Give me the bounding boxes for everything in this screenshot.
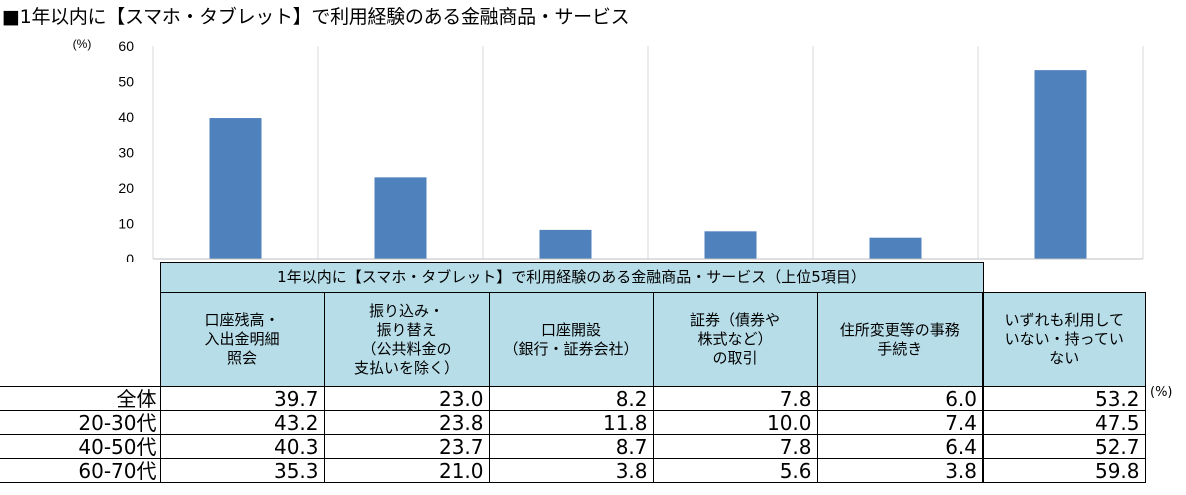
category-header-cell: 証券（債券や 株式など） の取引 [652, 292, 818, 387]
bar [869, 237, 922, 259]
value-cell: 5.6 [652, 458, 818, 483]
value-cell: 52.7 [982, 434, 1146, 459]
category-label: 住所変更等の事務 手続き [839, 320, 960, 358]
value-cell: 11.8 [488, 410, 654, 435]
value-cell: 21.0 [323, 458, 490, 483]
y-tick-label: 10 [118, 216, 134, 232]
category-label: いずれも利用して いない・持ってい ない [1004, 311, 1125, 367]
value-cell: 8.2 [488, 386, 654, 411]
value-cell: 43.2 [159, 410, 325, 435]
y-axis-unit-label: (%) [73, 37, 92, 51]
bar [704, 231, 757, 259]
category-header-cell: 振り込み・ 振り替え （公共料金の 支払いを除く） [323, 292, 490, 387]
value-cell: 23.7 [323, 434, 490, 459]
value-cell: 59.8 [982, 458, 1146, 483]
value-cell: 6.0 [816, 386, 984, 411]
value-cell: 3.8 [488, 458, 654, 483]
y-axis-ticks: 0 10 20 30 40 50 60 [118, 38, 134, 262]
category-label: 証券（債券や 株式など） の取引 [689, 311, 780, 367]
bar [539, 229, 592, 259]
bar-series [209, 70, 1087, 259]
bar [1034, 70, 1087, 259]
y-tick-label: 50 [118, 74, 134, 90]
value-cell: 7.8 [652, 386, 818, 411]
y-tick-label: 30 [118, 145, 134, 161]
category-header-cell: 口座残高・ 入出金明細 照会 [159, 292, 325, 387]
value-cell: 47.5 [982, 410, 1146, 435]
row-label: 20-30代 [0, 410, 161, 435]
category-header-cell: いずれも利用して いない・持ってい ない [982, 292, 1146, 387]
category-label: 口座開設 （銀行・証券会社） [503, 320, 639, 358]
y-tick-label: 40 [118, 109, 134, 125]
data-table: 1年以内に【スマホ・タブレット】で利用経験のある金融商品・サービス（上位5項目）… [0, 262, 1146, 483]
bar [374, 177, 427, 259]
row-label: 40-50代 [0, 434, 161, 459]
bar-chart: 0 10 20 30 40 50 60 (%) [73, 37, 1144, 262]
table-group-header: 1年以内に【スマホ・タブレット】で利用経験のある金融商品・サービス（上位5項目） [159, 262, 984, 293]
value-cell: 7.8 [652, 434, 818, 459]
category-gridlines [152, 46, 1144, 259]
value-cell: 10.0 [652, 410, 818, 435]
value-cell: 23.8 [323, 410, 490, 435]
chart-title: ■1年以内に【スマホ・タブレット】で利用経験のある金融商品・サービス [2, 6, 630, 28]
row-label: 60-70代 [0, 458, 161, 483]
table-row: 20-30代 43.2 23.8 11.8 10.0 7.4 47.5 [0, 410, 1146, 435]
table-row: 全体 39.7 23.0 8.2 7.8 6.0 53.2 [0, 386, 1146, 411]
table-corner [0, 263, 160, 293]
value-cell: 7.4 [816, 410, 984, 435]
category-header-cell: 住所変更等の事務 手続き [816, 292, 984, 387]
bar [209, 118, 262, 259]
y-tick-label: 60 [118, 38, 134, 54]
value-cell: 23.0 [323, 386, 490, 411]
value-cell: 6.4 [816, 434, 984, 459]
table-corner-2 [0, 293, 160, 387]
value-cell: 39.7 [159, 386, 325, 411]
y-tick-label: 0 [126, 251, 134, 262]
table-header-blank [983, 263, 1145, 293]
table-row: 60-70代 35.3 21.0 3.8 5.6 3.8 59.8 [0, 458, 1146, 483]
category-label: 口座残高・ 入出金明細 照会 [204, 311, 280, 367]
category-label: 振り込み・ 振り替え （公共料金の 支払いを除く） [353, 301, 459, 377]
row-label: 全体 [0, 386, 161, 411]
value-cell: 53.2 [982, 386, 1146, 411]
table-unit-label: (%) [1150, 385, 1173, 400]
value-cell: 40.3 [159, 434, 325, 459]
y-tick-label: 20 [118, 180, 134, 196]
category-header-cell: 口座開設 （銀行・証券会社） [488, 292, 654, 387]
value-cell: 3.8 [816, 458, 984, 483]
table-row: 40-50代 40.3 23.7 8.7 7.8 6.4 52.7 [0, 434, 1146, 459]
value-cell: 8.7 [488, 434, 654, 459]
value-cell: 35.3 [159, 458, 325, 483]
